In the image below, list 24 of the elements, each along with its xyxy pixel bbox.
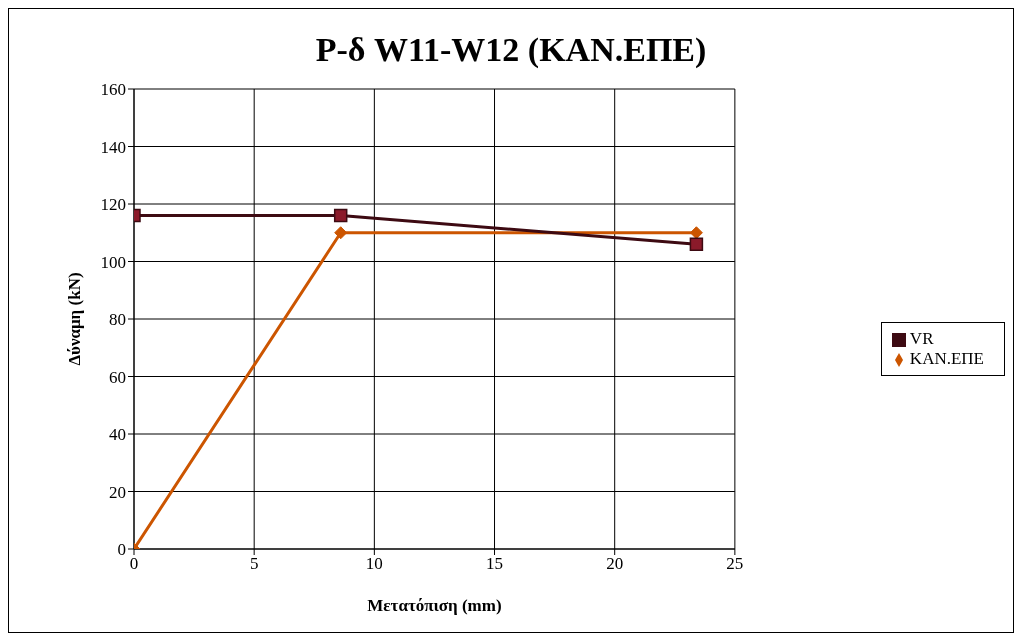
legend-label: ΚΑΝ.ΕΠΕ (909, 349, 984, 368)
legend-label: VR (909, 329, 934, 348)
point (333, 208, 348, 223)
point (334, 226, 348, 240)
y-tick-label: 40 (109, 425, 126, 445)
y-tick-label: 80 (109, 310, 126, 330)
x-tick-label: 10 (365, 554, 383, 574)
point (689, 237, 704, 251)
y-axis-title: Δύναμη (kN) (65, 272, 85, 366)
y-tick-label: 120 (100, 195, 126, 215)
x-tick-label: 5 (249, 554, 259, 574)
x-tick-label: 20 (606, 554, 624, 574)
point (689, 226, 703, 240)
y-tick-label: 0 (117, 540, 126, 560)
x-tick-label: 25 (726, 554, 744, 574)
x-axis-title: Μετατόπιση (mm) (367, 596, 502, 616)
y-tick-label: 100 (100, 252, 126, 272)
y-tick-label: 20 (109, 482, 126, 502)
y-tick-label: 140 (100, 137, 126, 157)
chart-title: P-δ W11-W12 (ΚΑΝ.ΕΠΕ) (314, 31, 708, 69)
y-tick-label: 160 (100, 80, 126, 100)
y-tick-label: 60 (109, 367, 126, 387)
x-tick-label: 0 (129, 554, 139, 574)
x-tick-label: 15 (486, 554, 504, 574)
